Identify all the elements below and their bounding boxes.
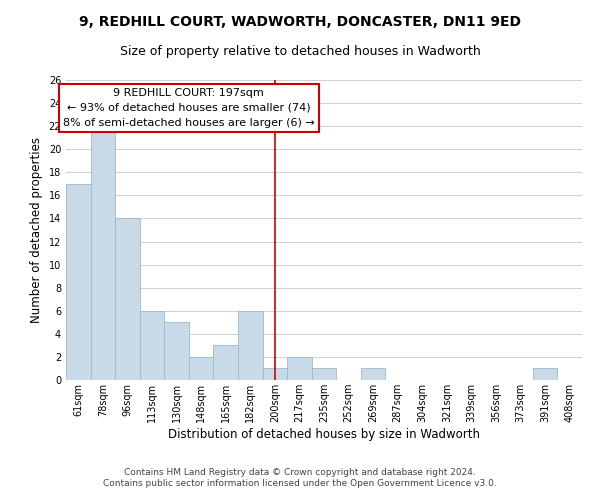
Text: Size of property relative to detached houses in Wadworth: Size of property relative to detached ho… [119,45,481,58]
Bar [164,322,189,380]
Bar [189,357,214,380]
Bar [115,218,140,380]
Bar [287,357,312,380]
Text: 9, REDHILL COURT, WADWORTH, DONCASTER, DN11 9ED: 9, REDHILL COURT, WADWORTH, DONCASTER, D… [79,15,521,29]
Bar [66,184,91,380]
Text: 9 REDHILL COURT: 197sqm
← 93% of detached houses are smaller (74)
8% of semi-det: 9 REDHILL COURT: 197sqm ← 93% of detache… [63,88,315,128]
Bar [91,126,115,380]
Bar [214,346,238,380]
Bar [238,311,263,380]
X-axis label: Distribution of detached houses by size in Wadworth: Distribution of detached houses by size … [168,428,480,441]
Text: Contains HM Land Registry data © Crown copyright and database right 2024.
Contai: Contains HM Land Registry data © Crown c… [103,468,497,487]
Bar [312,368,336,380]
Y-axis label: Number of detached properties: Number of detached properties [30,137,43,323]
Bar [533,368,557,380]
Bar [140,311,164,380]
Bar [361,368,385,380]
Bar [263,368,287,380]
